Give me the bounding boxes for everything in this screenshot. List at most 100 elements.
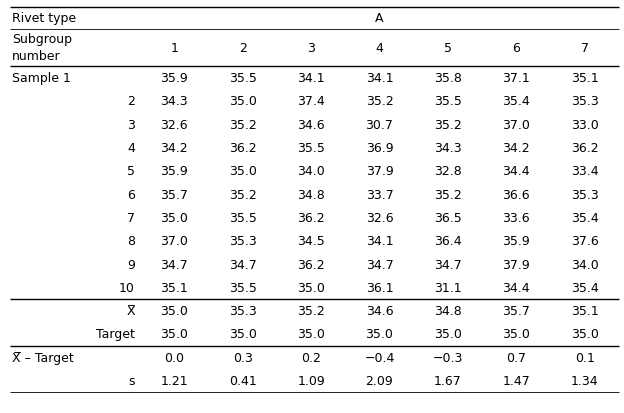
Text: 35.0: 35.0 [297, 281, 325, 294]
Text: 7: 7 [581, 42, 589, 55]
Text: 0.41: 0.41 [229, 374, 256, 387]
Text: 35.0: 35.0 [297, 328, 325, 341]
Text: 36.4: 36.4 [434, 235, 462, 248]
Text: 0.0: 0.0 [164, 351, 184, 364]
Text: 35.2: 35.2 [366, 95, 393, 108]
Text: 32.8: 32.8 [434, 165, 462, 178]
Text: 35.4: 35.4 [571, 211, 598, 224]
Text: 4: 4 [127, 142, 135, 155]
Text: 0.3: 0.3 [233, 351, 253, 364]
Text: 35.2: 35.2 [297, 304, 325, 317]
Text: 34.4: 34.4 [502, 281, 530, 294]
Text: 35.8: 35.8 [434, 72, 462, 85]
Text: 37.9: 37.9 [366, 165, 393, 178]
Text: 37.1: 37.1 [502, 72, 530, 85]
Text: 35.1: 35.1 [160, 281, 188, 294]
Text: 1: 1 [170, 42, 178, 55]
Text: 35.5: 35.5 [434, 95, 462, 108]
Text: 33.4: 33.4 [571, 165, 598, 178]
Text: 36.2: 36.2 [229, 142, 256, 155]
Text: 34.7: 34.7 [366, 258, 393, 271]
Text: 34.2: 34.2 [160, 142, 188, 155]
Text: 37.9: 37.9 [502, 258, 530, 271]
Text: 35.3: 35.3 [571, 95, 598, 108]
Text: 37.6: 37.6 [571, 235, 598, 248]
Text: 35.3: 35.3 [229, 235, 256, 248]
Text: 36.2: 36.2 [297, 211, 325, 224]
Text: 1.34: 1.34 [571, 374, 598, 387]
Text: 35.0: 35.0 [160, 304, 188, 317]
Text: 35.5: 35.5 [297, 142, 325, 155]
Text: 35.4: 35.4 [571, 281, 598, 294]
Text: 35.9: 35.9 [160, 165, 188, 178]
Text: 33.6: 33.6 [502, 211, 530, 224]
Text: 35.9: 35.9 [502, 235, 530, 248]
Text: 34.6: 34.6 [297, 119, 325, 131]
Text: 37.4: 37.4 [297, 95, 325, 108]
Text: 34.5: 34.5 [297, 235, 325, 248]
Text: 34.4: 34.4 [502, 165, 530, 178]
Text: 36.5: 36.5 [434, 211, 462, 224]
Text: 35.1: 35.1 [571, 304, 598, 317]
Text: 2.09: 2.09 [366, 374, 393, 387]
Text: 35.3: 35.3 [571, 188, 598, 201]
Text: 35.0: 35.0 [229, 165, 256, 178]
Text: 35.0: 35.0 [434, 328, 462, 341]
Text: 32.6: 32.6 [160, 119, 188, 131]
Text: 36.9: 36.9 [366, 142, 393, 155]
Text: 5: 5 [444, 42, 452, 55]
Text: 1.67: 1.67 [434, 374, 462, 387]
Text: 3: 3 [127, 119, 135, 131]
Text: 35.0: 35.0 [160, 328, 188, 341]
Text: 7: 7 [127, 211, 135, 224]
Text: −0.3: −0.3 [432, 351, 463, 364]
Text: 30.7: 30.7 [366, 119, 394, 131]
Text: 33.0: 33.0 [571, 119, 598, 131]
Text: Subgroup
number: Subgroup number [12, 33, 72, 63]
Text: 36.1: 36.1 [366, 281, 393, 294]
Text: 34.1: 34.1 [297, 72, 325, 85]
Text: 31.1: 31.1 [434, 281, 462, 294]
Text: 35.2: 35.2 [229, 119, 256, 131]
Text: s: s [129, 374, 135, 387]
Text: 35.5: 35.5 [229, 281, 256, 294]
Text: A: A [375, 12, 384, 25]
Text: 32.6: 32.6 [366, 211, 393, 224]
Text: 36.2: 36.2 [297, 258, 325, 271]
Text: 36.2: 36.2 [571, 142, 598, 155]
Text: 37.0: 37.0 [160, 235, 188, 248]
Text: 0.7: 0.7 [506, 351, 527, 364]
Text: X̅ – Target: X̅ – Target [12, 351, 74, 364]
Text: Target: Target [96, 328, 135, 341]
Text: 33.7: 33.7 [366, 188, 393, 201]
Text: 34.2: 34.2 [502, 142, 530, 155]
Text: 0.1: 0.1 [575, 351, 595, 364]
Text: 35.0: 35.0 [502, 328, 530, 341]
Text: 2: 2 [127, 95, 135, 108]
Text: 35.0: 35.0 [229, 95, 256, 108]
Text: 34.7: 34.7 [160, 258, 188, 271]
Text: −0.4: −0.4 [364, 351, 395, 364]
Text: 1.47: 1.47 [502, 374, 530, 387]
Text: 6: 6 [512, 42, 520, 55]
Text: 2: 2 [239, 42, 246, 55]
Text: 10: 10 [119, 281, 135, 294]
Text: 3: 3 [307, 42, 315, 55]
Text: 0.2: 0.2 [301, 351, 321, 364]
Text: 37.0: 37.0 [502, 119, 530, 131]
Text: X̅: X̅ [127, 304, 135, 317]
Text: 35.3: 35.3 [229, 304, 256, 317]
Text: 34.8: 34.8 [297, 188, 325, 201]
Text: 35.0: 35.0 [160, 211, 188, 224]
Text: 35.2: 35.2 [434, 188, 462, 201]
Text: 35.1: 35.1 [571, 72, 598, 85]
Text: 34.0: 34.0 [297, 165, 325, 178]
Text: 35.0: 35.0 [571, 328, 598, 341]
Text: 8: 8 [127, 235, 135, 248]
Text: 34.3: 34.3 [434, 142, 462, 155]
Text: 35.7: 35.7 [160, 188, 188, 201]
Text: 35.0: 35.0 [229, 328, 256, 341]
Text: 35.5: 35.5 [229, 211, 256, 224]
Text: 34.1: 34.1 [366, 72, 393, 85]
Text: 34.8: 34.8 [434, 304, 462, 317]
